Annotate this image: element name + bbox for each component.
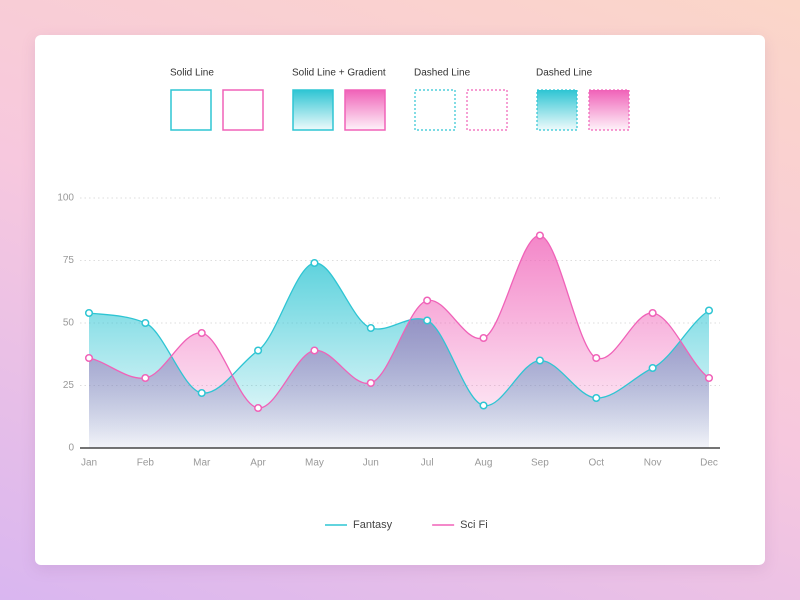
point bbox=[704, 373, 714, 383]
point bbox=[254, 346, 263, 355]
swatch-label: Dashed Line bbox=[414, 68, 471, 79]
y-tick-label: 100 bbox=[57, 193, 74, 204]
swatch bbox=[414, 89, 456, 131]
y-tick-label: 0 bbox=[68, 443, 74, 454]
swatch bbox=[466, 89, 508, 131]
x-tick-label: Aug bbox=[475, 458, 493, 469]
x-tick-label: Jun bbox=[363, 458, 379, 469]
x-tick-label: Jan bbox=[81, 458, 97, 469]
point bbox=[592, 393, 601, 403]
point bbox=[704, 306, 714, 315]
x-tick-label: Sep bbox=[531, 458, 549, 469]
x-tick-label: Feb bbox=[137, 458, 155, 469]
swatches: Solid Line Solid Line + Gradient Dashed … bbox=[170, 68, 630, 131]
swatch bbox=[344, 89, 386, 131]
point bbox=[141, 318, 150, 328]
swatch-label: Solid Line + Gradient bbox=[292, 68, 386, 79]
point bbox=[423, 316, 432, 325]
legend-label: Fantasy bbox=[353, 519, 393, 531]
point bbox=[479, 333, 488, 343]
point bbox=[141, 373, 150, 383]
point bbox=[84, 353, 94, 363]
x-tick-label: May bbox=[305, 458, 324, 469]
legend-label: Sci Fi bbox=[460, 519, 488, 531]
point bbox=[366, 378, 375, 388]
point bbox=[197, 388, 206, 398]
point bbox=[254, 403, 263, 413]
point bbox=[535, 231, 544, 240]
x-tick-label: Dec bbox=[700, 458, 718, 469]
swatch bbox=[292, 89, 334, 131]
point bbox=[535, 356, 544, 365]
y-tick-label: 75 bbox=[63, 255, 75, 266]
point bbox=[366, 323, 375, 333]
x-tick-label: Nov bbox=[644, 458, 662, 469]
point bbox=[648, 363, 657, 373]
swatch bbox=[588, 89, 630, 131]
x-tick-label: Apr bbox=[250, 458, 266, 469]
card bbox=[35, 35, 765, 565]
point bbox=[479, 401, 488, 410]
point bbox=[648, 308, 657, 318]
swatch bbox=[222, 89, 264, 131]
point bbox=[84, 308, 94, 318]
point bbox=[423, 296, 432, 305]
point bbox=[592, 353, 601, 363]
swatch bbox=[536, 89, 578, 131]
x-tick-label: Mar bbox=[193, 458, 211, 469]
point bbox=[197, 328, 206, 338]
point bbox=[310, 346, 319, 355]
x-tick-label: Jul bbox=[421, 458, 434, 469]
swatch bbox=[170, 89, 212, 131]
y-tick-label: 50 bbox=[63, 318, 75, 329]
swatch-label: Dashed Line bbox=[536, 68, 593, 79]
x-tick-label: Oct bbox=[588, 458, 604, 469]
y-tick-label: 25 bbox=[63, 380, 75, 391]
swatch-label: Solid Line bbox=[170, 68, 214, 79]
point bbox=[310, 258, 319, 268]
